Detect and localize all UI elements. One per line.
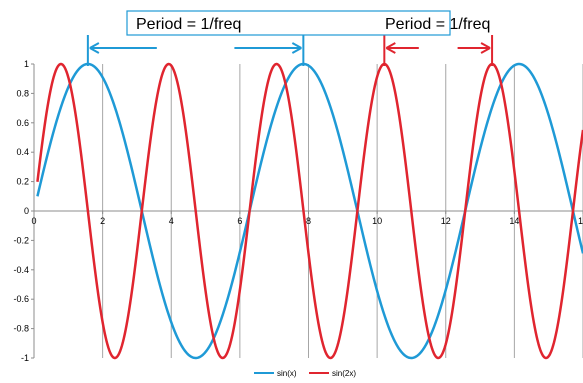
series-line-sin-x- bbox=[36, 62, 583, 360]
y-tick-label: 0.4 bbox=[16, 147, 29, 157]
x-tick-label: 8 bbox=[306, 216, 311, 226]
period-arrow-left-head bbox=[89, 42, 100, 54]
legend-item-1: sin(x) bbox=[254, 369, 297, 378]
period-arrow-left-head bbox=[385, 42, 396, 54]
period-arrow-right-head bbox=[291, 42, 302, 54]
axes: 10.80.60.40.20-0.2-0.4-0.6-0.8-10 2 4 6 8 10 1… bbox=[13, 59, 583, 363]
x-tick-label: 6 bbox=[237, 216, 242, 226]
x-tick-label: 16 bbox=[578, 216, 583, 226]
period-annotations: Period = 1/freq Period = 1/freq bbox=[86, 10, 494, 66]
x-tick-label: 14 bbox=[509, 216, 519, 226]
y-tick-label: -0.4 bbox=[13, 265, 29, 275]
legend-label: sin(2x) bbox=[332, 369, 356, 378]
period-arrow-right-head bbox=[480, 42, 491, 54]
y-tick-label: 0.6 bbox=[16, 118, 29, 128]
y-tick-label: -1 bbox=[21, 353, 29, 363]
y-tick-label: -0.6 bbox=[13, 294, 29, 304]
x-tick-label: 12 bbox=[441, 216, 451, 226]
period-label-blue: Period = 1/freq bbox=[136, 16, 241, 33]
legend: sin(x) sin(2x) bbox=[254, 369, 356, 378]
x-tick-label: 0 bbox=[31, 216, 36, 226]
y-tick-label: -0.2 bbox=[13, 235, 29, 245]
y-tick-label: 0 bbox=[24, 206, 29, 216]
period-annotation-2 bbox=[383, 35, 494, 66]
y-tick-label: 0.8 bbox=[16, 88, 29, 98]
x-tick-label: 4 bbox=[169, 216, 174, 226]
y-tick-label: 0.2 bbox=[16, 177, 29, 187]
period-label-red: Period = 1/freq bbox=[385, 16, 490, 33]
legend-label: sin(x) bbox=[277, 369, 297, 378]
period-annotation-1 bbox=[86, 35, 305, 66]
y-tick-label: -0.8 bbox=[13, 324, 29, 334]
period-label-box bbox=[126, 10, 451, 36]
y-tick-label: 1 bbox=[24, 59, 29, 69]
x-tick-label: 2 bbox=[100, 216, 105, 226]
legend-item-2: sin(2x) bbox=[309, 369, 356, 378]
x-tick-label: 10 bbox=[372, 216, 382, 226]
